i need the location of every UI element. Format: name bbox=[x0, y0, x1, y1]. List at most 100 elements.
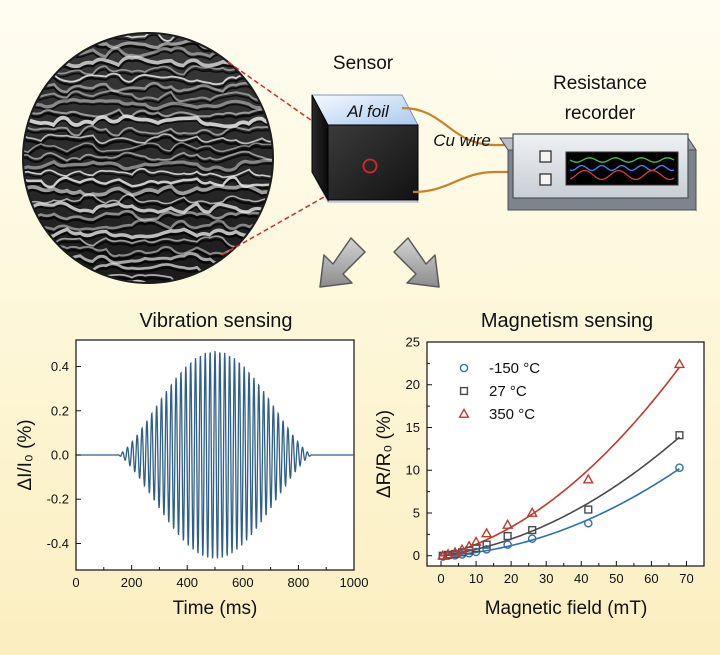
sem-ridge bbox=[23, 167, 273, 179]
sem-ridge bbox=[23, 158, 273, 172]
resistance-recorder bbox=[499, 133, 697, 212]
vibration-chart: Vibration sensing 0 200 400 600 800 1000 0.40… bbox=[15, 310, 368, 619]
sem-ridge bbox=[23, 124, 273, 137]
data-point bbox=[481, 527, 493, 538]
sem-pore bbox=[23, 118, 273, 131]
sem-ridge bbox=[23, 142, 273, 154]
magnetism-legend: -150 °C 27 °C 350 °C bbox=[458, 360, 540, 423]
sem-ridge bbox=[23, 193, 273, 205]
magnetism-y-tick-label: 10 bbox=[406, 463, 420, 478]
fit-curve bbox=[440, 468, 680, 557]
down-arrow-left bbox=[319, 237, 366, 288]
magnetism-x-tick-label: 50 bbox=[609, 571, 623, 586]
screen-wave-red bbox=[569, 169, 675, 181]
vibration-y-label: ΔI/I₀ (%) bbox=[15, 419, 36, 490]
magnetism-data-points bbox=[437, 358, 686, 561]
data-point bbox=[502, 518, 514, 529]
screen-wave-blue bbox=[569, 164, 675, 172]
legend-entry: 27 °C bbox=[489, 383, 527, 400]
vibration-x-tick-label: 1000 bbox=[340, 575, 369, 590]
recorder-screen bbox=[565, 151, 679, 186]
magnetism-y-tick-label: 15 bbox=[406, 420, 420, 435]
data-point bbox=[449, 546, 461, 557]
fit-curve bbox=[440, 366, 681, 557]
data-point bbox=[584, 505, 593, 514]
data-point bbox=[459, 386, 469, 396]
magnetism-y-label: ΔR/R₀ (%) bbox=[374, 410, 395, 498]
magnetism-x-tick-label: 20 bbox=[504, 571, 518, 586]
sem-ridge bbox=[23, 133, 273, 145]
sem-pore bbox=[23, 188, 273, 200]
data-point bbox=[527, 534, 537, 543]
data-point bbox=[583, 518, 593, 528]
data-point bbox=[482, 540, 491, 549]
sem-ridge bbox=[23, 107, 273, 119]
al-foil-label: Al foil bbox=[346, 102, 390, 121]
vibration-x-label: Time (ms) bbox=[173, 598, 258, 619]
magnetism-y-tick-label: 25 bbox=[406, 335, 420, 350]
data-point bbox=[528, 525, 537, 535]
sem-pore bbox=[23, 128, 273, 140]
sem-pore bbox=[23, 231, 273, 243]
vibration-y-tick-label: -0.4 bbox=[47, 536, 69, 551]
vibration-x-tick-label: 400 bbox=[176, 575, 198, 590]
recorder-button-2 bbox=[539, 173, 552, 186]
recorder-label-line2: recorder bbox=[565, 103, 636, 124]
data-point bbox=[582, 473, 594, 484]
magnetism-chart: Magnetism sensing 0 10 20 30 40 50 60 70 0 5 10 15… bbox=[374, 310, 705, 619]
vibration-x-tick-label: 0 bbox=[72, 575, 79, 590]
magnetism-y-tick-label: 0 bbox=[413, 548, 420, 563]
data-point bbox=[675, 463, 684, 472]
vibration-y-tick-label: 0.4 bbox=[51, 359, 69, 374]
data-point bbox=[526, 506, 538, 517]
magnetism-x-tick-label: 60 bbox=[644, 571, 658, 586]
data-point bbox=[482, 545, 491, 554]
vibration-x-ticks: 0 200 400 600 800 1000 bbox=[72, 565, 368, 590]
cu-wire-label: Cu wire bbox=[433, 131, 491, 150]
sem-ridge bbox=[23, 114, 273, 129]
magnetism-title: Magnetism sensing bbox=[481, 310, 653, 332]
magnetism-y-tick-label: 5 bbox=[413, 505, 420, 520]
cu-wires bbox=[401, 106, 522, 194]
sem-pore bbox=[23, 93, 273, 106]
screen-wave-green bbox=[569, 157, 675, 163]
sem-pore bbox=[23, 102, 273, 113]
sensor-zoom-spot bbox=[362, 158, 378, 174]
fit-curve bbox=[440, 436, 680, 557]
data-point bbox=[503, 540, 512, 549]
sensor-label: Sensor bbox=[333, 53, 394, 74]
data-point bbox=[470, 536, 482, 546]
magnetism-y-ticks: 0 5 10 15 20 25 bbox=[406, 335, 432, 563]
recorder-label-line1: Resistance bbox=[553, 73, 647, 94]
magnetism-x-tick-label: 0 bbox=[437, 571, 444, 586]
legend-entry: 350 °C bbox=[489, 406, 535, 423]
magnetism-x-label: Magnetic field (mT) bbox=[485, 598, 648, 619]
sem-pore bbox=[23, 144, 273, 157]
data-point bbox=[675, 431, 684, 440]
vibration-x-tick-label: 800 bbox=[288, 575, 310, 590]
vibration-title: Vibration sensing bbox=[139, 310, 292, 332]
sem-pore bbox=[23, 222, 273, 234]
sem-ridge bbox=[23, 81, 273, 94]
data-point bbox=[459, 363, 469, 373]
magnetism-x-tick-label: 10 bbox=[469, 571, 483, 586]
sem-ridge bbox=[23, 184, 273, 198]
magnetism-x-tick-label: 30 bbox=[539, 571, 553, 586]
data-point bbox=[673, 358, 686, 369]
vibration-x-tick-label: 200 bbox=[121, 575, 143, 590]
data-point bbox=[503, 531, 512, 541]
sem-ridge bbox=[23, 227, 273, 240]
down-arrow-right bbox=[393, 237, 440, 288]
sem-ridge bbox=[23, 98, 273, 111]
vibration-y-tick-label: -0.2 bbox=[47, 492, 69, 507]
sem-magnifier bbox=[22, 32, 274, 284]
magnetism-fit-curves bbox=[440, 366, 681, 557]
vibration-signal-line bbox=[76, 351, 354, 559]
sem-ridge bbox=[23, 89, 273, 103]
sem-pore bbox=[23, 282, 273, 283]
sem-pore bbox=[23, 153, 273, 166]
magnetism-x-ticks: 0 10 20 30 40 50 60 70 bbox=[437, 561, 694, 586]
sensor-cube bbox=[311, 94, 419, 203]
sem-ridge bbox=[23, 219, 273, 231]
